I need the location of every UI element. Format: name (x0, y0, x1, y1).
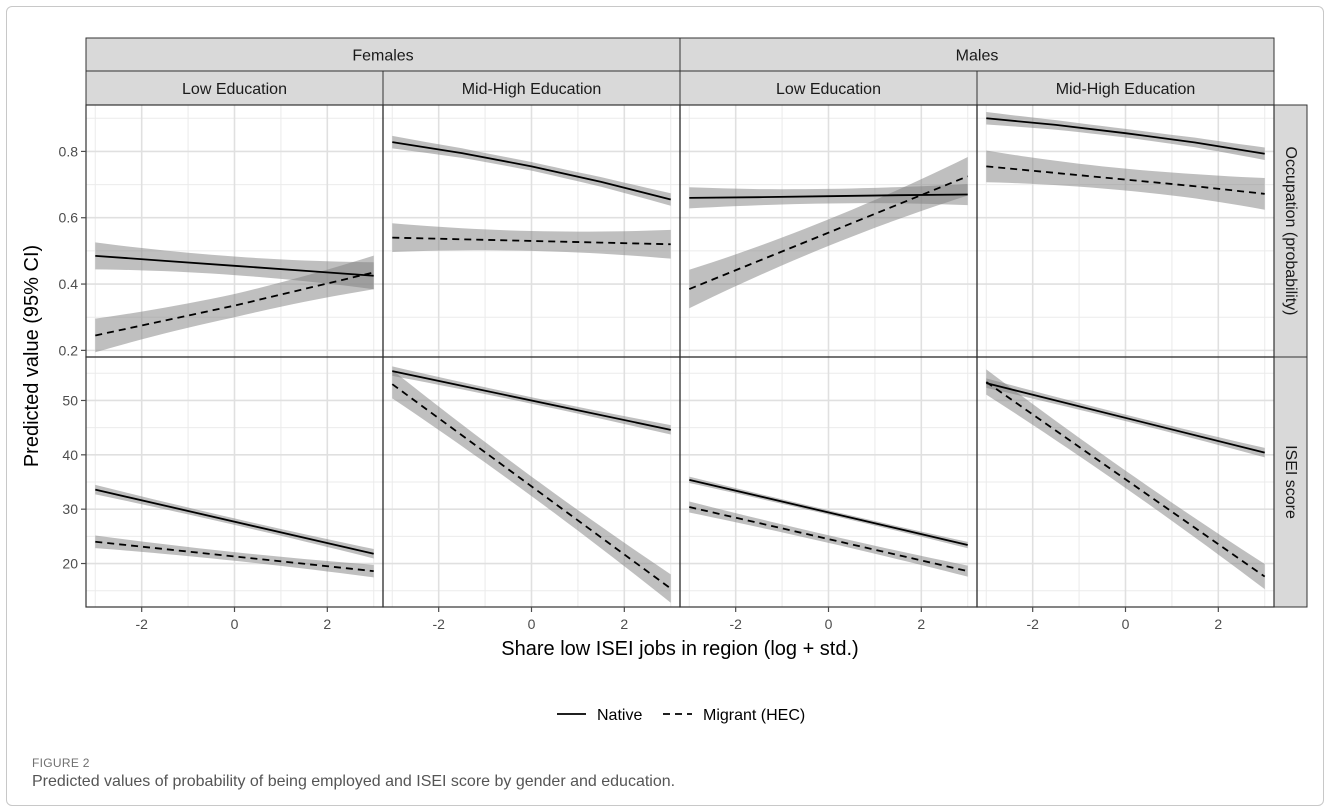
native-line (986, 382, 1265, 454)
gender-strip-label: Males (956, 48, 999, 65)
x-tick-label: 0 (1122, 616, 1130, 632)
migrant-line (985, 381, 1266, 578)
ci-ribbon (95, 255, 374, 353)
x-tick-label: 0 (825, 616, 833, 632)
y-tick-label: 50 (62, 392, 78, 408)
ci-ribbon (986, 150, 1265, 210)
native-line (392, 370, 671, 431)
gender-strip (85, 37, 681, 72)
legend-label-native: Native (597, 707, 642, 724)
row-strip-label: ISEI score (1282, 445, 1299, 519)
legend-label-migrant: Migrant (HEC) (703, 707, 805, 724)
x-tick-label: -2 (135, 616, 148, 632)
y-tick-label: 0.6 (59, 210, 79, 226)
ci-ribbon (95, 535, 374, 578)
figure-frame: Females Males Low Education Mid-High Educat… (6, 6, 1324, 806)
native-line (689, 193, 968, 199)
y-tick-label: 0.8 (59, 143, 79, 159)
native-line (95, 488, 374, 555)
ci-ribbon (689, 501, 968, 577)
gender-strip-label: Females (352, 48, 413, 65)
figure-label: FIGURE 2 (32, 756, 90, 770)
ci-ribbon (392, 223, 671, 259)
education-strip (976, 70, 1275, 106)
gender-strip (679, 37, 1275, 72)
migrant-line (95, 540, 374, 573)
y-tick-label: 20 (62, 556, 78, 572)
y-tick-label: 40 (62, 447, 78, 463)
migrant-line (392, 236, 671, 246)
education-strip-label: Low Education (776, 81, 881, 98)
native-line (689, 478, 968, 546)
education-strip-label: Low Education (182, 81, 287, 98)
faceted-line-chart: Females Males Low Education Mid-High Educat… (21, 37, 1308, 724)
x-tick-label: 2 (620, 616, 628, 632)
migrant-line (986, 165, 1265, 195)
row-strip-label: Occupation (probability) (1282, 147, 1299, 316)
migrant-line (391, 383, 672, 590)
x-tick-label: 0 (528, 616, 536, 632)
native-line (95, 254, 374, 277)
education-strip (85, 70, 384, 106)
migrant-line (688, 175, 969, 290)
x-tick-label: 0 (231, 616, 239, 632)
y-axis-title: Predicted value (95% CI) (21, 245, 43, 467)
x-tick-label: -2 (729, 616, 742, 632)
x-tick-label: -2 (1026, 616, 1039, 632)
x-tick-label: 2 (1214, 616, 1222, 632)
x-axis-title: Share low ISEI jobs in region (log + std… (501, 638, 858, 660)
education-strip-label: Mid-High Education (462, 81, 602, 98)
y-tick-label: 0.4 (59, 276, 79, 292)
x-tick-label: -2 (432, 616, 445, 632)
y-tick-label: 30 (62, 501, 78, 517)
native-line (392, 141, 671, 201)
y-tick-label: 0.2 (59, 342, 79, 358)
x-tick-label: 2 (917, 616, 925, 632)
education-strip-label: Mid-High Education (1056, 81, 1196, 98)
x-tick-label: 2 (323, 616, 331, 632)
figure-caption: Predicted values of probability of being… (32, 773, 676, 790)
native-line (986, 117, 1265, 155)
